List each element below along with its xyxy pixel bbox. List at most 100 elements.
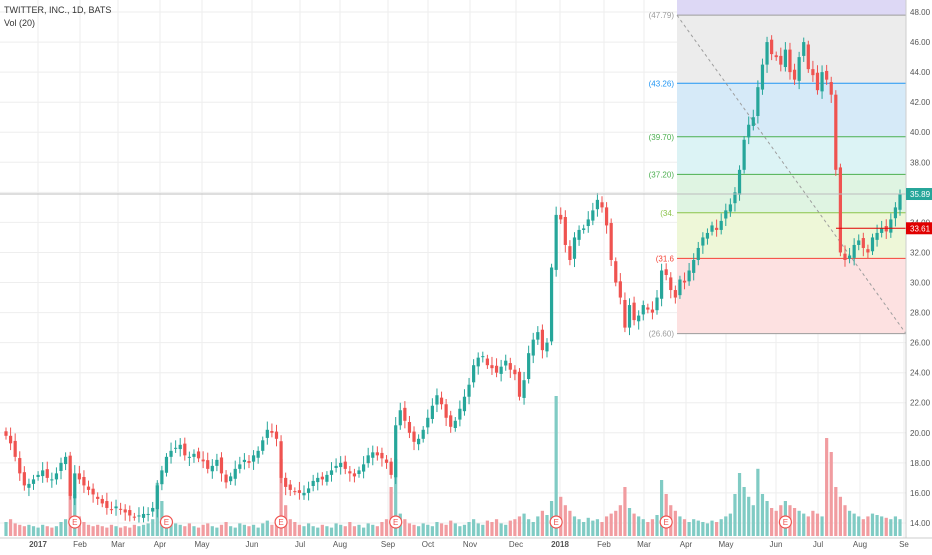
volume-bar — [664, 494, 668, 536]
volume-bar — [646, 522, 650, 536]
volume-bar — [334, 523, 338, 536]
time-axis-label: Jun — [246, 540, 259, 549]
volume-bar — [490, 522, 494, 536]
candle — [815, 65, 820, 95]
candle-body — [284, 477, 288, 487]
candle-body — [164, 456, 169, 473]
candle — [751, 109, 755, 131]
candle — [664, 263, 668, 281]
candle-body — [572, 237, 577, 259]
candle — [96, 492, 100, 505]
earnings-marker-circle — [159, 515, 174, 529]
fib-trend-line — [676, 14, 907, 334]
volume-bar — [838, 496, 843, 536]
volume-bar — [898, 519, 902, 536]
candle-body — [306, 488, 311, 493]
horizontal-line-tag: 33.61 — [906, 222, 932, 235]
candle-body — [54, 473, 59, 480]
volume-bar — [728, 513, 732, 536]
candle-body — [820, 72, 824, 92]
candle-body — [50, 479, 54, 481]
volume-bar — [325, 526, 329, 536]
candle — [591, 202, 595, 226]
volume-bar — [82, 522, 86, 536]
candle-body — [320, 476, 324, 480]
candle — [389, 457, 393, 479]
time-axis-label: May — [718, 540, 733, 549]
candle — [426, 409, 430, 435]
candle — [123, 504, 127, 521]
volume-bar — [238, 523, 242, 536]
volume-bar — [311, 526, 315, 536]
volume-bar — [426, 524, 430, 536]
candle-body — [453, 420, 457, 428]
candle-body — [187, 456, 191, 458]
fib-level-label: (43.26) — [649, 79, 675, 88]
volume-bar — [357, 524, 361, 536]
candle — [284, 472, 288, 496]
volume-bar — [843, 505, 847, 536]
candle-body — [765, 42, 769, 65]
earnings-marker-label: E — [664, 518, 669, 527]
candle-body — [549, 267, 554, 342]
price-axis-tick-label: 26.00 — [910, 339, 931, 348]
volume-bar — [618, 505, 622, 536]
volume-bar — [435, 522, 439, 536]
candle-body — [105, 501, 109, 508]
volume-bar — [682, 519, 687, 536]
volume-bar — [884, 517, 888, 536]
candle — [417, 434, 421, 451]
candle-body — [632, 302, 636, 321]
candle — [100, 495, 104, 508]
candle-body — [394, 425, 398, 478]
candle-body — [224, 474, 228, 483]
volume-bar — [261, 523, 265, 536]
candle — [238, 456, 242, 474]
fib-band — [677, 15, 906, 84]
time-axis-label: Aug — [853, 540, 867, 549]
candle-body — [870, 237, 875, 252]
earnings-marker-circle — [389, 515, 403, 529]
candle — [880, 220, 884, 238]
candle — [334, 458, 338, 473]
volume-bar — [806, 516, 810, 536]
volume-bar — [609, 513, 613, 536]
candle — [843, 245, 847, 267]
candle — [293, 487, 297, 496]
volume-bar — [274, 519, 279, 536]
candle-body — [737, 169, 742, 195]
earnings-marker-label: E — [783, 518, 788, 527]
candle — [407, 415, 412, 439]
candle-body — [403, 407, 407, 421]
candle — [421, 426, 425, 443]
price-axis-tick-label: 28.00 — [910, 309, 931, 318]
candle-body — [508, 363, 512, 370]
volume-bar — [527, 519, 531, 536]
candle-body — [146, 513, 150, 515]
candle-body — [279, 441, 283, 478]
time-axis-label: 2017 — [29, 540, 47, 549]
volume-bar — [361, 527, 366, 536]
volume-bar — [737, 473, 742, 536]
candle — [394, 417, 398, 485]
candle-body — [490, 365, 494, 369]
candle-body — [696, 247, 700, 260]
candle-body — [843, 253, 847, 260]
candle-body — [36, 474, 40, 477]
candle-body — [325, 474, 329, 482]
fib-level-label: (31.6 — [656, 254, 675, 263]
volume-bar — [343, 526, 347, 536]
candle-body — [169, 450, 173, 457]
candle-body — [288, 484, 292, 490]
volume-bar — [889, 519, 893, 536]
volume-bar — [132, 524, 136, 536]
earnings-marker: E — [778, 515, 792, 529]
candle-body — [160, 470, 164, 485]
volume-bar — [719, 519, 723, 536]
candle-body — [366, 455, 370, 464]
earnings-marker-circle — [68, 515, 82, 529]
candle-body — [880, 228, 884, 233]
candle — [73, 465, 77, 506]
